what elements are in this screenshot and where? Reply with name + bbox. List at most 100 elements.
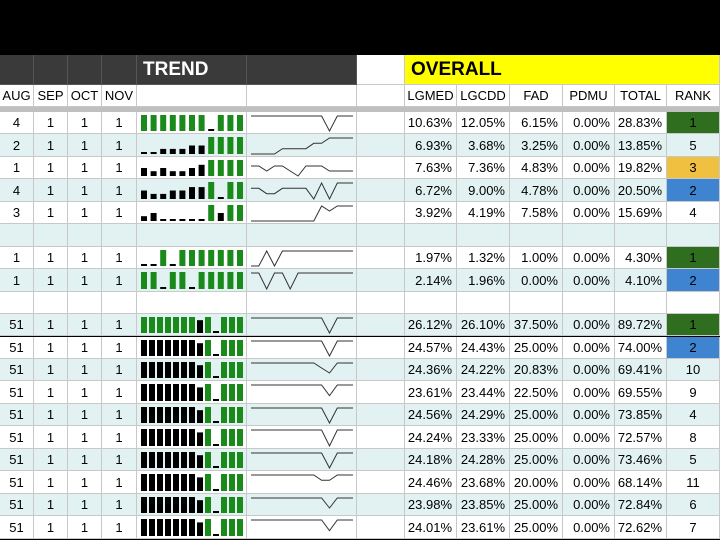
cell-nov[interactable]: 1: [102, 426, 137, 449]
cell-lgcdd[interactable]: 1.32%: [457, 247, 510, 269]
cell-rank[interactable]: 2: [667, 179, 720, 202]
cell-lgcdd[interactable]: 26.10%: [457, 314, 510, 336]
cell-oct[interactable]: 1: [68, 426, 102, 449]
column-header-oct[interactable]: OCT: [68, 85, 102, 107]
cell-lgcdd[interactable]: 24.22%: [457, 359, 510, 381]
cell-lgcdd[interactable]: 23.68%: [457, 471, 510, 494]
cell-aug[interactable]: 51: [0, 494, 34, 516]
cell-pdmu[interactable]: 0.00%: [563, 112, 615, 134]
cell-oct[interactable]: 1: [68, 112, 102, 134]
cell-lgcdd[interactable]: 24.28%: [457, 449, 510, 471]
cell-pdmu[interactable]: 0.00%: [563, 449, 615, 471]
cell-total[interactable]: 72.84%: [615, 494, 667, 516]
column-header-lgmed[interactable]: LGMED: [405, 85, 457, 107]
cell-sep[interactable]: 1: [34, 112, 68, 134]
column-header-rank[interactable]: RANK: [667, 85, 720, 107]
cell-rank[interactable]: 3: [667, 157, 720, 179]
cell-nov[interactable]: 1: [102, 381, 137, 404]
cell-oct[interactable]: 1: [68, 471, 102, 494]
cell-fad[interactable]: 25.00%: [510, 516, 563, 539]
cell-rank[interactable]: 1: [667, 247, 720, 269]
cell-pdmu[interactable]: 0.00%: [563, 381, 615, 404]
cell-oct[interactable]: 1: [68, 269, 102, 292]
cell-lgmed[interactable]: 24.56%: [405, 404, 457, 426]
cell-pdmu[interactable]: 0.00%: [563, 269, 615, 292]
cell-lgcdd[interactable]: 9.00%: [457, 179, 510, 202]
cell-aug[interactable]: 1: [0, 247, 34, 269]
column-header-pdmu[interactable]: PDMU: [563, 85, 615, 107]
cell-aug[interactable]: 4: [0, 112, 34, 134]
cell-nov[interactable]: 1: [102, 337, 137, 359]
cell-rank[interactable]: 8: [667, 426, 720, 449]
cell-sep[interactable]: 1: [34, 381, 68, 404]
cell-sep[interactable]: 1: [34, 359, 68, 381]
cell-lgcdd[interactable]: 23.61%: [457, 516, 510, 539]
cell-pdmu[interactable]: 0.00%: [563, 337, 615, 359]
cell-fad[interactable]: 25.00%: [510, 494, 563, 516]
cell-sep[interactable]: 1: [34, 247, 68, 269]
cell-sep[interactable]: 1: [34, 314, 68, 336]
cell-nov[interactable]: 1: [102, 359, 137, 381]
cell-sep[interactable]: 1: [34, 516, 68, 539]
cell-fad[interactable]: 20.00%: [510, 471, 563, 494]
cell-total[interactable]: 72.62%: [615, 516, 667, 539]
cell-lgmed[interactable]: 24.46%: [405, 471, 457, 494]
cell-fad[interactable]: 3.25%: [510, 134, 563, 157]
cell-aug[interactable]: 1: [0, 157, 34, 179]
cell-pdmu[interactable]: 0.00%: [563, 359, 615, 381]
cell-lgmed[interactable]: 24.18%: [405, 449, 457, 471]
cell-oct[interactable]: 1: [68, 247, 102, 269]
cell-total[interactable]: 4.30%: [615, 247, 667, 269]
cell-aug[interactable]: 51: [0, 404, 34, 426]
cell-lgmed[interactable]: 23.98%: [405, 494, 457, 516]
cell-total[interactable]: 89.72%: [615, 314, 667, 336]
cell-rank[interactable]: 2: [667, 269, 720, 292]
cell-lgmed[interactable]: 24.01%: [405, 516, 457, 539]
cell-lgmed[interactable]: 24.36%: [405, 359, 457, 381]
cell-pdmu[interactable]: 0.00%: [563, 157, 615, 179]
cell-sep[interactable]: 1: [34, 157, 68, 179]
cell-aug[interactable]: 51: [0, 449, 34, 471]
cell-pdmu[interactable]: 0.00%: [563, 471, 615, 494]
cell-nov[interactable]: 1: [102, 157, 137, 179]
column-header-lgcdd[interactable]: LGCDD: [457, 85, 510, 107]
cell-total[interactable]: 68.14%: [615, 471, 667, 494]
cell-nov[interactable]: 1: [102, 516, 137, 539]
cell-lgmed[interactable]: 6.93%: [405, 134, 457, 157]
cell-nov[interactable]: 1: [102, 112, 137, 134]
cell-lgmed[interactable]: 3.92%: [405, 202, 457, 224]
cell-oct[interactable]: 1: [68, 202, 102, 224]
cell-fad[interactable]: 25.00%: [510, 404, 563, 426]
cell-total[interactable]: 72.57%: [615, 426, 667, 449]
cell-total[interactable]: 28.83%: [615, 112, 667, 134]
cell-lgcdd[interactable]: 3.68%: [457, 134, 510, 157]
cell-oct[interactable]: 1: [68, 494, 102, 516]
cell-aug[interactable]: 51: [0, 359, 34, 381]
cell-nov[interactable]: 1: [102, 134, 137, 157]
cell-aug[interactable]: 51: [0, 516, 34, 539]
cell-sep[interactable]: 1: [34, 426, 68, 449]
cell-sep[interactable]: 1: [34, 494, 68, 516]
cell-aug[interactable]: 1: [0, 269, 34, 292]
cell-total[interactable]: 19.82%: [615, 157, 667, 179]
column-header-nov[interactable]: NOV: [102, 85, 137, 107]
cell-nov[interactable]: 1: [102, 314, 137, 336]
cell-rank[interactable]: 10: [667, 359, 720, 381]
cell-fad[interactable]: 4.78%: [510, 179, 563, 202]
cell-fad[interactable]: 25.00%: [510, 449, 563, 471]
cell-rank[interactable]: 5: [667, 449, 720, 471]
column-header-sep[interactable]: SEP: [34, 85, 68, 107]
cell-fad[interactable]: 0.00%: [510, 269, 563, 292]
cell-lgcdd[interactable]: 7.36%: [457, 157, 510, 179]
cell-nov[interactable]: 1: [102, 202, 137, 224]
cell-lgcdd[interactable]: 23.33%: [457, 426, 510, 449]
cell-sep[interactable]: 1: [34, 269, 68, 292]
cell-lgmed[interactable]: 2.14%: [405, 269, 457, 292]
cell-lgmed[interactable]: 26.12%: [405, 314, 457, 336]
cell-lgmed[interactable]: 23.61%: [405, 381, 457, 404]
cell-aug[interactable]: 4: [0, 179, 34, 202]
cell-aug[interactable]: 51: [0, 471, 34, 494]
cell-oct[interactable]: 1: [68, 314, 102, 336]
column-header-aug[interactable]: AUG: [0, 85, 34, 107]
cell-lgcdd[interactable]: 1.96%: [457, 269, 510, 292]
